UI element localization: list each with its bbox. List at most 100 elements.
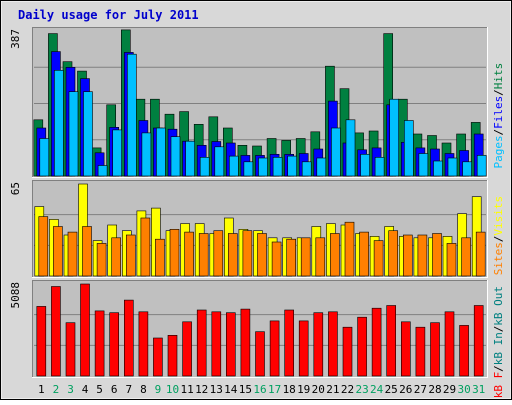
- bar-pages-day-19: [301, 161, 312, 177]
- x-label-day-23: 23: [355, 383, 368, 396]
- bar-pages-day-28: [433, 160, 443, 177]
- x-label-day-19: 19: [297, 383, 310, 396]
- x-label-day-9: 9: [155, 383, 162, 396]
- x-label-day-4: 4: [82, 383, 89, 396]
- x-label-day-10: 10: [166, 383, 179, 396]
- x-label-day-7: 7: [125, 383, 132, 396]
- bar-sites-day-1: [38, 216, 49, 277]
- bar-kbytes-f-day-4: [80, 283, 90, 377]
- x-label-day-17: 17: [268, 383, 281, 396]
- bar-kbytes-f-day-7: [124, 299, 134, 377]
- legend-label-pages: Pages: [492, 135, 505, 168]
- bar-pages-day-30: [462, 161, 472, 177]
- bar-pages-day-10: [170, 136, 181, 177]
- bar-sites-day-25: [388, 230, 399, 277]
- bar-kbytes-f-day-10: [167, 334, 178, 377]
- x-label-day-25: 25: [385, 383, 398, 396]
- x-label-day-31: 31: [472, 383, 485, 396]
- bar-pages-day-17: [272, 157, 283, 177]
- bar-sites-day-11: [184, 231, 194, 277]
- legend-separator: /: [492, 89, 505, 96]
- bar-kbytes-f-day-26: [400, 321, 411, 377]
- bar-pages-day-29: [447, 157, 458, 177]
- bar-sites-day-14: [228, 233, 238, 277]
- bar-kbytes-f-day-23: [357, 316, 367, 377]
- bar-kbytes-f-day-14: [226, 312, 236, 377]
- bar-pages-day-9: [156, 127, 166, 177]
- bar-pages-day-13: [214, 146, 225, 177]
- bar-kbytes-f-day-17: [269, 320, 280, 377]
- bar-sites-day-29: [446, 243, 457, 277]
- legend-label-hits: Hits: [492, 63, 505, 90]
- bar-kbytes-f-day-22: [342, 326, 353, 377]
- bar-kbytes-f-day-20: [313, 312, 324, 377]
- x-axis-labels: 1 2 3 4 5 6 7 8 9 10 11 12 13 14 15 16 17 18 19 20 21 22 23 24 2…: [38, 383, 485, 396]
- bar-kbytes-f-day-24: [371, 307, 382, 377]
- x-label-day-22: 22: [341, 383, 354, 396]
- x-label-day-20: 20: [312, 383, 325, 396]
- bar-pages-day-31: [476, 155, 487, 177]
- y-max-label: 65: [9, 182, 22, 195]
- bar-pages-day-6: [112, 129, 122, 177]
- chart-title: Daily usage for July 2011: [18, 8, 199, 22]
- x-label-day-28: 28: [428, 383, 441, 396]
- legend-visits_sites: Sites/Visits: [492, 196, 505, 275]
- x-label-day-5: 5: [96, 383, 103, 396]
- bar-pages-day-4: [83, 91, 93, 177]
- bar-kbytes-f-day-27: [415, 326, 426, 377]
- legend-hits_files_pages: Pages/Files/Hits: [492, 63, 505, 169]
- bar-pages-day-24: [374, 157, 385, 177]
- bar-kbytes-f-day-12: [196, 309, 207, 377]
- y-max-label: 387: [9, 29, 22, 49]
- bar-sites-day-13: [213, 230, 224, 277]
- bar-kbytes-f-day-11: [182, 321, 192, 377]
- bar-sites-day-17: [271, 241, 282, 277]
- x-label-day-6: 6: [111, 383, 118, 396]
- bar-pages-day-14: [229, 155, 239, 177]
- bar-pages-day-12: [199, 157, 210, 177]
- bar-sites-day-24: [373, 240, 384, 277]
- bar-kbytes-f-day-5: [94, 310, 105, 377]
- bar-sites-day-19: [300, 237, 311, 277]
- bar-pages-day-15: [243, 161, 254, 177]
- bar-kbytes-f-day-8: [138, 311, 149, 377]
- bar-pages-day-3: [68, 91, 79, 177]
- bar-kbytes-f-day-25: [386, 305, 397, 377]
- x-label-day-27: 27: [414, 383, 427, 396]
- x-label-day-24: 24: [370, 383, 384, 396]
- bar-kbytes-f-day-3: [65, 322, 76, 377]
- bar-kbytes-f-day-15: [240, 308, 251, 377]
- legend-label-files: Files: [492, 96, 505, 129]
- x-label-day-1: 1: [38, 383, 45, 396]
- bar-sites-day-4: [82, 226, 92, 277]
- legend-separator: /: [492, 236, 505, 243]
- bar-pages-day-8: [141, 132, 152, 177]
- bar-sites-day-15: [242, 230, 253, 277]
- bar-kbytes-f-day-28: [430, 322, 440, 377]
- bar-sites-day-8: [140, 217, 151, 277]
- legend-label-kb-out: kB Out: [492, 286, 505, 326]
- x-label-day-21: 21: [326, 383, 339, 396]
- bar-kbytes-f-day-31: [473, 305, 484, 377]
- bar-pages-day-18: [287, 155, 298, 177]
- bar-sites-day-6: [111, 237, 121, 277]
- bar-kbytes-f-day-19: [298, 320, 309, 377]
- bar-kbytes-f-day-16: [255, 331, 265, 377]
- bar-pages-day-11: [185, 140, 195, 177]
- x-label-day-12: 12: [195, 383, 208, 396]
- bar-kbytes-f-day-29: [444, 311, 455, 377]
- bar-sites-day-9: [155, 238, 165, 277]
- bar-kbytes-f-day-6: [109, 312, 119, 377]
- bar-pages-day-1: [39, 138, 50, 177]
- legend-kbytes: kB F/kB In/kB Out: [492, 286, 505, 398]
- x-label-day-2: 2: [53, 383, 60, 396]
- bar-kbytes-f-day-30: [459, 325, 469, 377]
- bar-kbytes-f-day-21: [328, 311, 338, 377]
- bar-pages-day-25: [389, 98, 400, 177]
- bar-sites-day-16: [257, 233, 267, 277]
- legend-label-sites: Sites: [492, 242, 505, 275]
- bar-sites-day-26: [402, 234, 413, 277]
- bar-pages-day-16: [258, 157, 268, 177]
- legend-separator: /: [492, 129, 505, 136]
